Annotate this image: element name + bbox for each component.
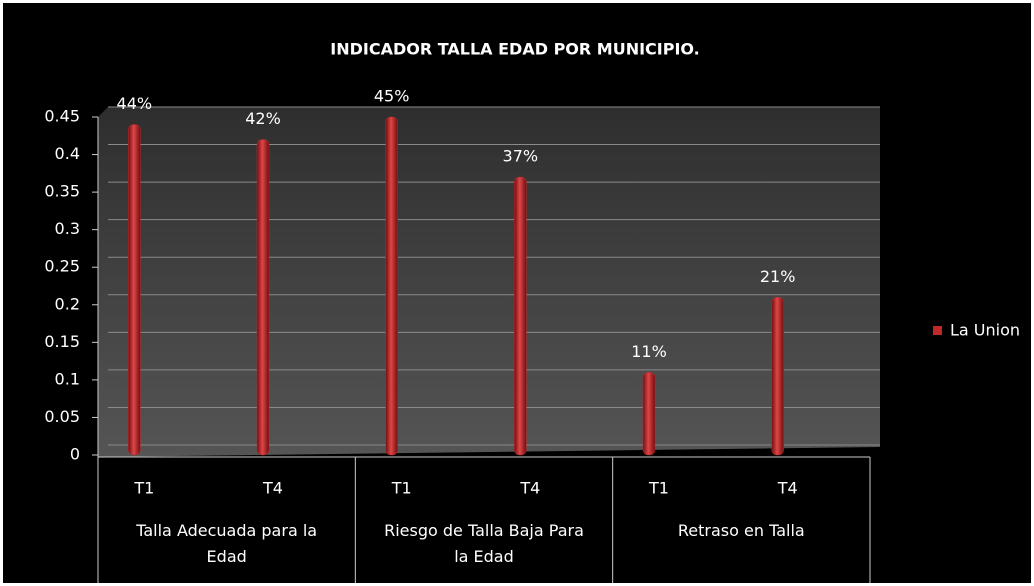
data-label: 11% [631, 342, 667, 361]
bar [385, 116, 398, 456]
bar [514, 176, 527, 456]
group-label: Riesgo de Talla Baja Para la Edad [384, 521, 584, 566]
data-label: 21% [760, 267, 796, 286]
bar [642, 372, 656, 456]
chart-title: INDICADOR TALLA EDAD POR MUNICIPIO. [330, 40, 700, 59]
y-tick-label: 0.05 [44, 407, 80, 426]
y-tick-label: 0.45 [44, 107, 80, 126]
data-label: 42% [245, 109, 281, 128]
x-tick-label: T1 [133, 479, 154, 498]
bar [256, 139, 270, 456]
legend-swatch [933, 326, 942, 335]
data-label: 44% [117, 94, 153, 113]
y-tick-label: 0.3 [55, 219, 80, 238]
y-tick-label: 0 [70, 445, 80, 464]
group-label: Retraso en Talla [677, 521, 805, 540]
x-tick-label: T4 [262, 479, 283, 498]
x-tick-label: T4 [777, 479, 798, 498]
x-tick-label: T1 [648, 479, 669, 498]
x-tick-label: T1 [391, 479, 412, 498]
legend-label: La Union [950, 321, 1020, 340]
y-tick-label: 0.4 [55, 144, 80, 163]
y-tick-label: 0.35 [44, 182, 80, 201]
bar [128, 124, 141, 456]
y-tick-label: 0.2 [55, 294, 80, 313]
bar [771, 297, 784, 456]
group-label: Talla Adecuada para la Edad [136, 521, 318, 566]
y-tick-label: 0.15 [44, 332, 80, 351]
data-label: 37% [503, 147, 539, 166]
y-tick-label: 0.25 [44, 257, 80, 276]
data-label: 45% [374, 87, 410, 106]
x-tick-label: T4 [519, 479, 540, 498]
y-tick-label: 0.1 [55, 369, 80, 388]
